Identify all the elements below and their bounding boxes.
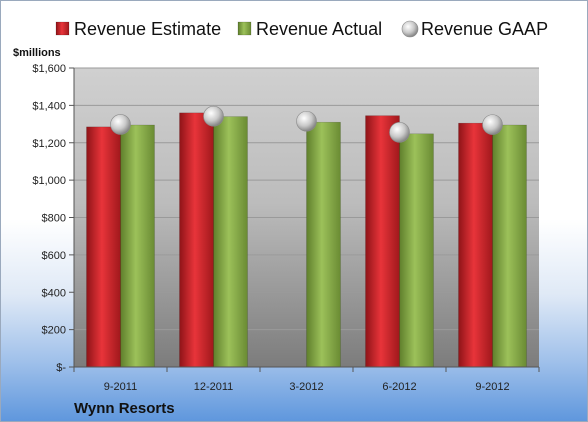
bar-revenue-actual xyxy=(399,133,434,368)
y-tick-label: $1,000 xyxy=(32,175,66,187)
bar-revenue-actual xyxy=(213,116,248,368)
legend-label: Revenue Estimate xyxy=(74,19,221,39)
legend: Revenue Estimate Revenue Actual Revenue GA… xyxy=(55,19,548,39)
y-axis: $- $200 $400 $600 $800 $1,000 $1,200 $1,400 $1,6… xyxy=(32,63,75,374)
bar-revenue-actual xyxy=(120,124,155,368)
x-tick-label: 12-2011 xyxy=(194,381,234,393)
bar-revenue-actual xyxy=(492,124,527,368)
y-tick-label: $- xyxy=(56,362,66,374)
bar-revenue-estimate xyxy=(179,112,214,368)
company-name: Wynn Resorts xyxy=(74,400,175,417)
legend-label: Revenue GAAP xyxy=(421,19,548,39)
y-tick-label: $1,600 xyxy=(32,63,66,75)
y-tick-label: $200 xyxy=(42,325,66,337)
bar-revenue-estimate xyxy=(458,122,493,368)
x-tick-label: 9-2011 xyxy=(104,381,137,393)
legend-swatch xyxy=(237,21,252,36)
marker-revenue-gaap xyxy=(203,105,224,127)
marker-revenue-gaap xyxy=(482,114,503,135)
marker-revenue-gaap xyxy=(389,121,410,143)
x-tick-label: 3-2012 xyxy=(289,381,323,393)
bars xyxy=(86,112,527,368)
y-tick-label: $1,200 xyxy=(32,138,66,150)
y-tick-label: $1,400 xyxy=(32,100,66,112)
marker-revenue-gaap xyxy=(296,110,317,132)
marker-revenue-gaap xyxy=(110,114,131,135)
y-tick-label: $400 xyxy=(42,287,66,299)
x-tick-label: 6-2012 xyxy=(382,381,416,393)
y-axis-unit-label: $millions xyxy=(13,47,61,59)
y-tick-label: $600 xyxy=(42,250,66,262)
bar-revenue-estimate xyxy=(86,126,121,368)
y-tick-label: $800 xyxy=(42,213,66,225)
legend-label: Revenue Actual xyxy=(256,19,382,39)
legend-swatch xyxy=(55,21,70,36)
gaap-markers xyxy=(110,105,503,143)
bar-revenue-estimate xyxy=(365,115,400,368)
x-tick-label: 9-2012 xyxy=(475,381,509,393)
bar-revenue-actual xyxy=(306,121,341,368)
x-axis: 9-2011 12-2011 3-2012 6-2012 9-2012 xyxy=(73,366,540,393)
legend-swatch xyxy=(401,20,419,38)
